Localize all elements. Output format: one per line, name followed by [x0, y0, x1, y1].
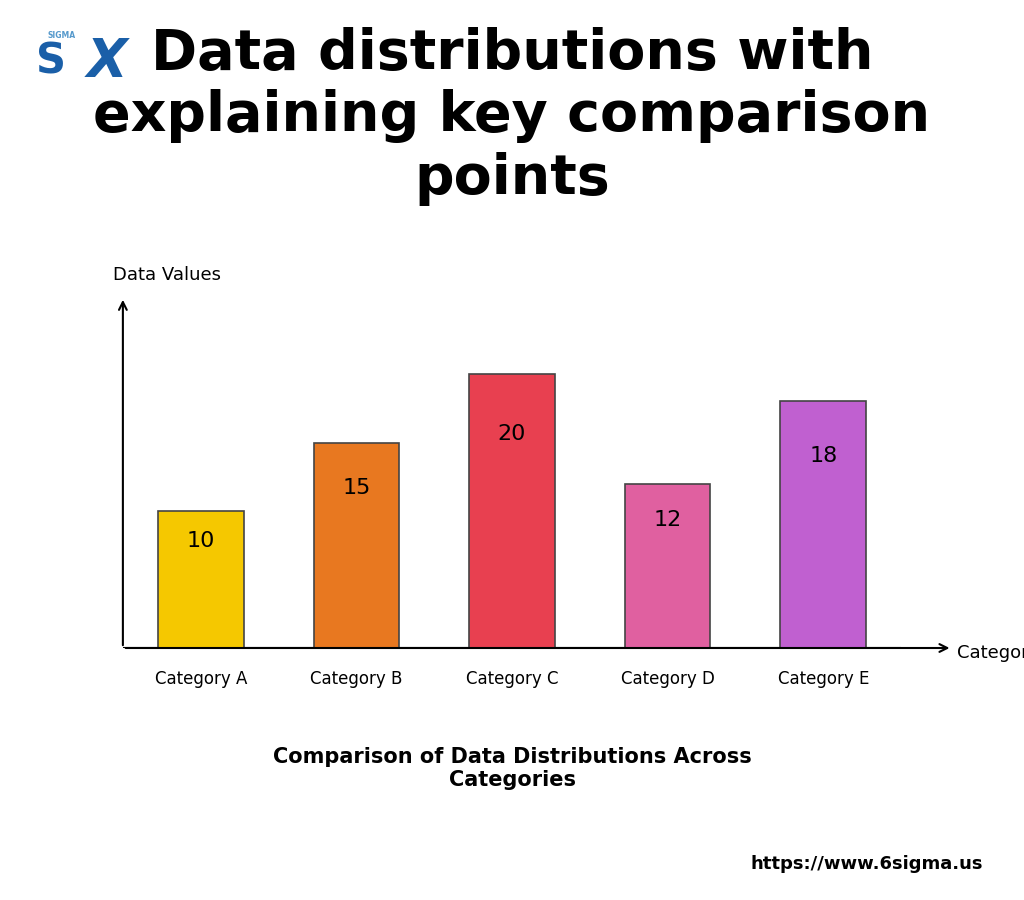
Text: 15: 15	[342, 478, 371, 498]
Text: Category C: Category C	[466, 670, 558, 688]
Text: Data Values: Data Values	[113, 266, 220, 284]
Text: Category D: Category D	[621, 670, 715, 688]
Bar	[469, 374, 555, 648]
Text: Comparison of Data Distributions Across
Categories: Comparison of Data Distributions Across …	[272, 747, 752, 790]
Text: Category A: Category A	[155, 670, 247, 688]
Text: Categories: Categories	[957, 644, 1024, 662]
Text: Category B: Category B	[310, 670, 402, 688]
Text: SIGMA: SIGMA	[47, 31, 76, 40]
Bar	[780, 401, 866, 648]
Text: 20: 20	[498, 424, 526, 445]
Text: 18: 18	[809, 446, 838, 465]
Text: 12: 12	[653, 509, 682, 530]
Bar	[625, 483, 711, 648]
Bar	[313, 443, 399, 648]
Bar	[158, 511, 244, 648]
Text: Data distributions with
explaining key comparison
points: Data distributions with explaining key c…	[93, 27, 931, 206]
Text: S: S	[36, 40, 66, 83]
Text: 10: 10	[186, 531, 215, 551]
Text: https://www.6sigma.us: https://www.6sigma.us	[751, 855, 983, 873]
Text: Category E: Category E	[777, 670, 869, 688]
Text: X: X	[87, 36, 128, 87]
